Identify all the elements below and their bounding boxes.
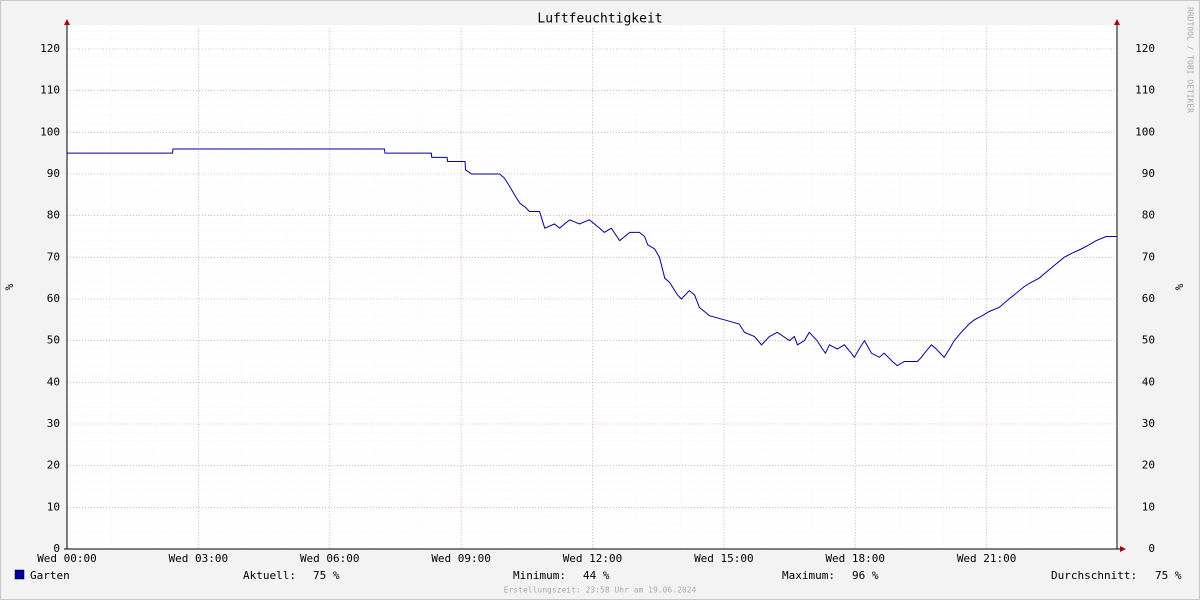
x-tick-label: Wed 18:00 [825,552,885,565]
x-tick-label: Wed 00:00 [37,552,97,565]
x-tick-label: Wed 06:00 [300,552,360,565]
x-tick-label: Wed 21:00 [957,552,1017,565]
axis-arrow [64,19,70,25]
legend-label: Garten [30,569,70,582]
y-tick-label: 40 [47,375,60,388]
legend-swatch [14,569,25,580]
y2-tick-label: 100 [1135,125,1155,138]
y-axis-label: % [3,283,16,290]
y-tick-label: 60 [47,292,60,305]
y2-axis-label: % [1173,283,1186,290]
stat-label: Aktuell: [243,569,296,582]
y-tick-label: 0 [53,542,60,555]
x-tick-label: Wed 12:00 [563,552,623,565]
y-tick-label: 30 [47,417,60,430]
axis-arrow [1114,19,1120,25]
y2-tick-label: 40 [1142,375,1155,388]
x-tick-label: Wed 03:00 [169,552,229,565]
y-tick-label: 20 [47,459,60,472]
y-tick-label: 110 [40,84,60,97]
x-tick-label: Wed 15:00 [694,552,754,565]
stat-value: 75 % [1155,569,1182,582]
stat-value: 75 % [313,569,340,582]
y2-tick-label: 30 [1142,417,1155,430]
stat-label: Durchschnitt: [1051,569,1137,582]
chart-title: Luftfeuchtigkeit [537,12,662,27]
watermark: RRDTOOL / TOBI OETIKER [1186,7,1195,113]
y-tick-label: 100 [40,125,60,138]
y-tick-label: 90 [47,167,60,180]
y-tick-label: 120 [40,42,60,55]
y2-tick-label: 70 [1142,250,1155,263]
stat-value: 44 % [583,569,610,582]
y2-tick-label: 110 [1135,84,1155,97]
y2-tick-label: 50 [1142,334,1155,347]
y2-tick-label: 90 [1142,167,1155,180]
stat-value: 96 % [852,569,879,582]
y2-tick-label: 0 [1148,542,1155,555]
y-tick-label: 80 [47,209,60,222]
y-tick-label: 10 [47,500,60,513]
y-tick-label: 50 [47,334,60,347]
axis-arrow [1120,546,1126,552]
footer: Erstellungszeit: 23:58 Uhr am 19.06.2024 [504,586,697,595]
stat-label: Minimum: [513,569,566,582]
y2-tick-label: 80 [1142,209,1155,222]
data-line [67,148,1117,367]
y-tick-label: 70 [47,250,60,263]
y2-tick-label: 120 [1135,42,1155,55]
y2-tick-label: 20 [1142,459,1155,472]
y2-tick-label: 10 [1142,500,1155,513]
y2-tick-label: 60 [1142,292,1155,305]
x-tick-label: Wed 09:00 [431,552,491,565]
stat-label: Maximum: [782,569,835,582]
